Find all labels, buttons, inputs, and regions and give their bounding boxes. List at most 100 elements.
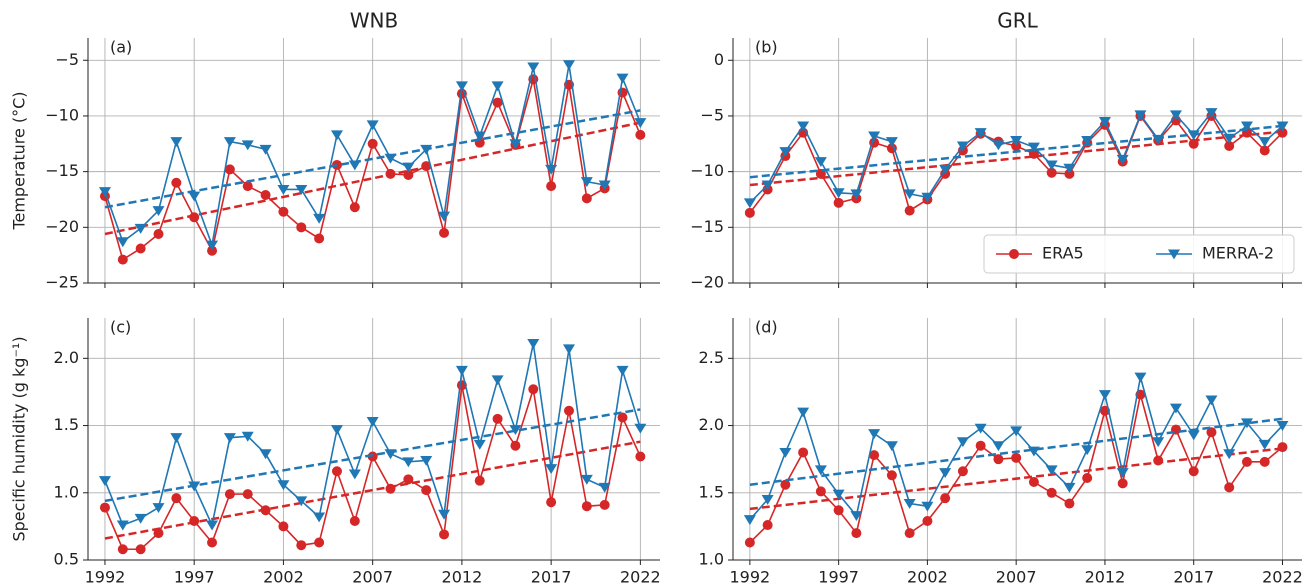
data-point — [868, 429, 881, 440]
data-point — [761, 180, 774, 191]
data-point — [421, 161, 432, 172]
data-point — [439, 227, 450, 238]
y-tick-label: 1.0 — [699, 550, 724, 569]
data-point — [743, 515, 756, 526]
legend-marker — [1168, 249, 1180, 260]
data-point — [779, 147, 792, 157]
y-tick-label: −20 — [45, 217, 79, 236]
data-point — [510, 440, 521, 451]
data-point — [188, 481, 201, 492]
data-point — [921, 192, 934, 203]
data-point — [296, 222, 307, 233]
y-tick-label: 2.5 — [699, 348, 724, 367]
data-point — [1063, 482, 1076, 493]
data-point — [116, 237, 129, 248]
data-point — [492, 97, 503, 108]
data-point — [957, 466, 968, 477]
y-tick-label: −5 — [700, 105, 724, 124]
data-point — [420, 144, 433, 155]
legend-label: MERRA-2 — [1202, 244, 1274, 263]
data-point — [1081, 135, 1094, 146]
y-tick-label: 1.0 — [54, 482, 79, 501]
data-point — [260, 190, 271, 201]
data-point — [850, 511, 863, 522]
data-point — [1240, 418, 1253, 429]
data-point — [241, 431, 254, 442]
x-tick-label: 2022 — [1262, 568, 1303, 587]
data-point — [617, 412, 628, 423]
data-point — [904, 528, 915, 539]
data-point — [313, 512, 326, 523]
data-point — [779, 447, 792, 458]
data-point — [1046, 167, 1057, 178]
data-point — [616, 73, 629, 84]
panel: −20 −15 −10 −5 0 GRL (b) ERA5 MERRA-2 — [690, 9, 1302, 292]
data-point — [170, 433, 183, 444]
data-point — [438, 211, 451, 222]
data-point — [744, 207, 755, 218]
data-point — [223, 433, 236, 444]
data-point — [562, 344, 575, 355]
data-point — [1276, 421, 1289, 431]
data-point — [1152, 134, 1165, 145]
data-point — [117, 544, 128, 555]
data-point — [1258, 137, 1271, 147]
data-point — [474, 475, 485, 486]
data-point — [1010, 426, 1023, 437]
data-point — [1276, 121, 1289, 132]
data-point — [833, 505, 844, 516]
data-point — [278, 521, 289, 532]
y-tick-label: 2.0 — [54, 348, 79, 367]
data-point — [1152, 437, 1165, 448]
y-tick-label: 0.5 — [54, 550, 79, 569]
data-point — [974, 423, 987, 434]
data-point — [224, 489, 235, 500]
data-point — [903, 499, 916, 509]
data-point — [634, 118, 647, 129]
y-axis-label: Specific humidity (g kg⁻¹) — [10, 336, 29, 541]
data-point — [546, 181, 557, 192]
data-point — [563, 405, 574, 416]
data-point — [1259, 456, 1270, 467]
y-tick-label: −10 — [690, 161, 724, 180]
y-tick-label: −20 — [690, 273, 724, 292]
data-point — [939, 468, 952, 479]
data-point — [152, 503, 165, 513]
data-point — [277, 480, 290, 491]
x-tick-label: 2017 — [531, 568, 572, 587]
data-point — [1063, 163, 1076, 174]
x-tick-label: 2017 — [1173, 568, 1214, 587]
x-tick-label: 2012 — [1085, 568, 1126, 587]
data-point — [598, 180, 611, 191]
data-point — [277, 184, 290, 195]
data-point — [1027, 446, 1040, 457]
data-point — [367, 451, 378, 462]
data-point — [331, 466, 342, 477]
x-tick-label: 1997 — [174, 568, 215, 587]
data-point — [922, 516, 933, 527]
data-point — [1011, 452, 1022, 463]
data-point — [581, 193, 592, 204]
data-point — [580, 177, 593, 188]
x-tick-label: 1997 — [818, 568, 859, 587]
data-point — [509, 425, 522, 435]
data-point — [1010, 135, 1023, 146]
data-point — [939, 164, 952, 175]
data-point — [348, 160, 361, 171]
data-point — [1028, 477, 1039, 488]
data-point — [330, 425, 343, 435]
data-point — [224, 164, 235, 175]
data-point — [814, 157, 827, 168]
data-point — [242, 489, 253, 500]
data-point — [296, 540, 307, 551]
data-point — [743, 198, 756, 209]
data-point — [385, 483, 396, 494]
data-point — [761, 495, 774, 505]
data-point — [1045, 465, 1058, 476]
data-point — [1223, 449, 1236, 460]
data-point — [206, 520, 219, 531]
x-tick-label: 2007 — [352, 568, 393, 587]
data-point — [366, 417, 379, 427]
x-tick-label: 2022 — [620, 568, 661, 587]
data-point — [189, 516, 200, 527]
